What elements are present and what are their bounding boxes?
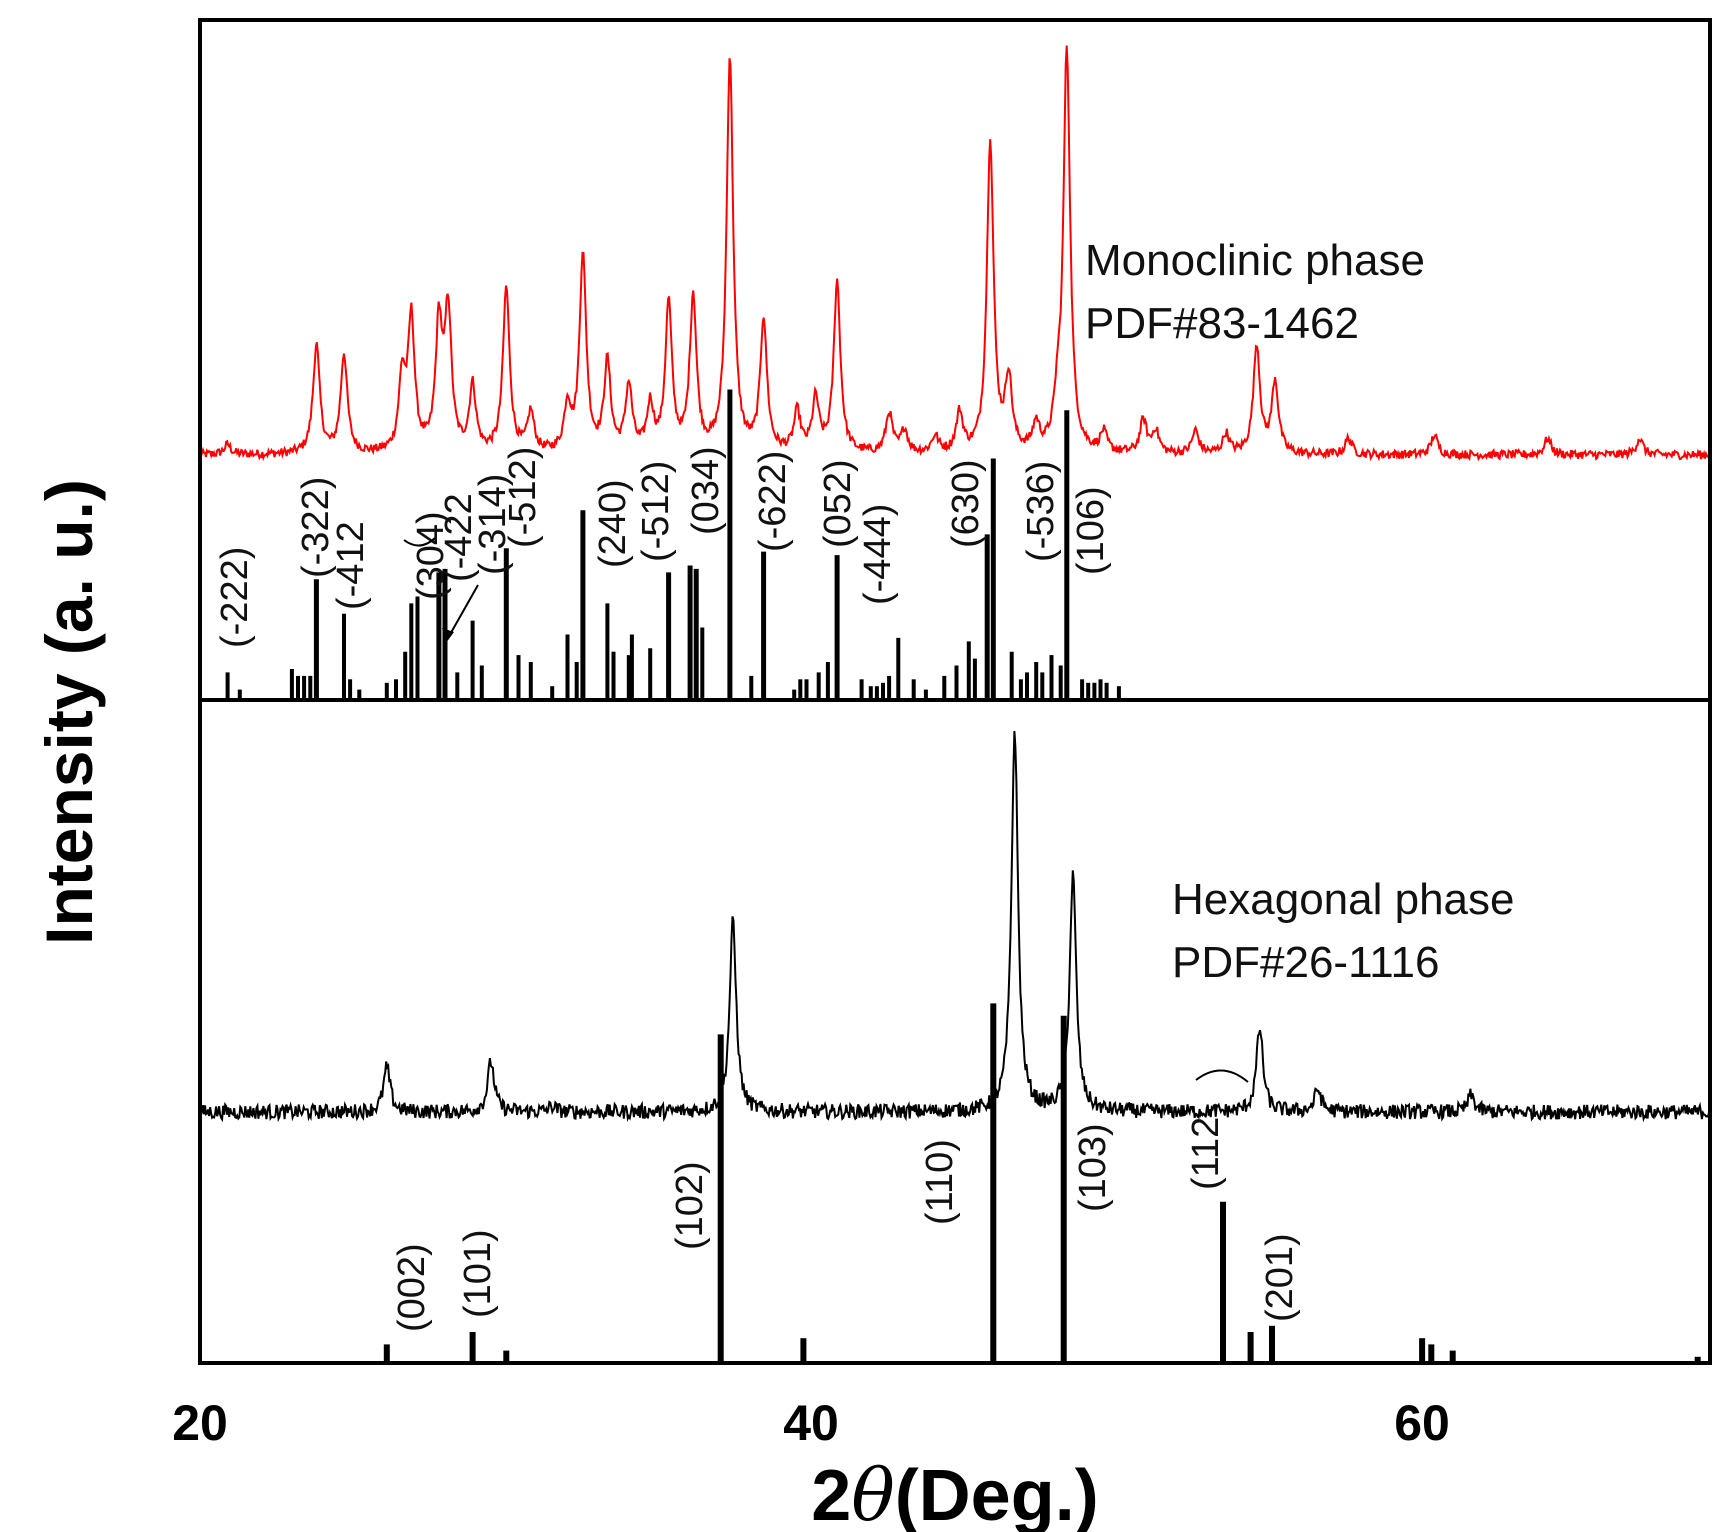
hkl-label-m-444: (-444) [857,504,899,605]
hexagonal-xrd-curve [199,730,1711,1123]
monoclinic-phase-label: Monoclinic phase [1085,236,1425,285]
hkl-label-m-422: (-422 [438,493,480,582]
hkl-leader-112 [1195,1069,1249,1083]
x-axis-title-suffix: (Deg.) [895,1456,1099,1532]
hkl-label-h101: (101) [457,1229,499,1318]
hkl-label-m-512b: (-512) [635,461,677,562]
hkl-label-m304: (304) [410,511,452,600]
hkl-label-m052: (052) [817,459,859,548]
x-axis-title: 2θ(Deg.) [811,1453,1098,1532]
hkl-label-m-314: (-314) [472,474,514,575]
x-axis-title-prefix: 2 [811,1456,851,1532]
hexagonal-phase-label: Hexagonal phase [1172,875,1514,924]
hkl-arrowhead [442,628,454,643]
y-axis-title: Intensity (a. u.) [32,479,106,945]
hkl-label-h102: (102) [669,1161,711,1250]
hkl-label-m-412: (-412 [330,521,372,610]
hkl-label-m-536: (-536) [1020,461,1062,562]
hkl-label-h002: (002) [391,1243,433,1332]
hkl-leader-314-arrow [447,584,479,639]
hkl-label-m-222: (-222) [214,547,256,648]
hexagonal-pdf-label: PDF#26-1116 [1172,938,1439,987]
hkl-label-h112: (112 [1185,1117,1227,1190]
hkl-label-h103: (103) [1072,1123,1114,1212]
hkl-label-m630: (630) [945,459,987,548]
plot-frame [198,18,1712,1365]
monoclinic-pdf-label: PDF#83-1462 [1085,299,1359,348]
hkl-leader-304 [403,537,436,547]
hkl-label-m-512a: (-512) [502,447,544,548]
hkl-label-m-322: (-322) [295,477,337,578]
hexagonal-reference-sticks [383,1003,1701,1363]
hkl-label-m-622: (-622) [752,451,794,552]
monoclinic-xrd-curve [199,45,1711,462]
hkl-label-h201: (201) [1259,1233,1301,1322]
x-tick-20: 20 [172,1395,228,1451]
hkl-label-m240: (240) [592,479,634,568]
x-axis-title-theta: θ [851,1453,894,1532]
hkl-label-m034: (034) [685,446,727,535]
monoclinic-reference-sticks [225,389,1121,700]
hkl-label-h110: (110) [919,1139,961,1225]
x-tick-40: 40 [783,1395,839,1451]
hkl-label-m106: (106) [1070,486,1112,575]
x-tick-60: 60 [1394,1395,1450,1451]
